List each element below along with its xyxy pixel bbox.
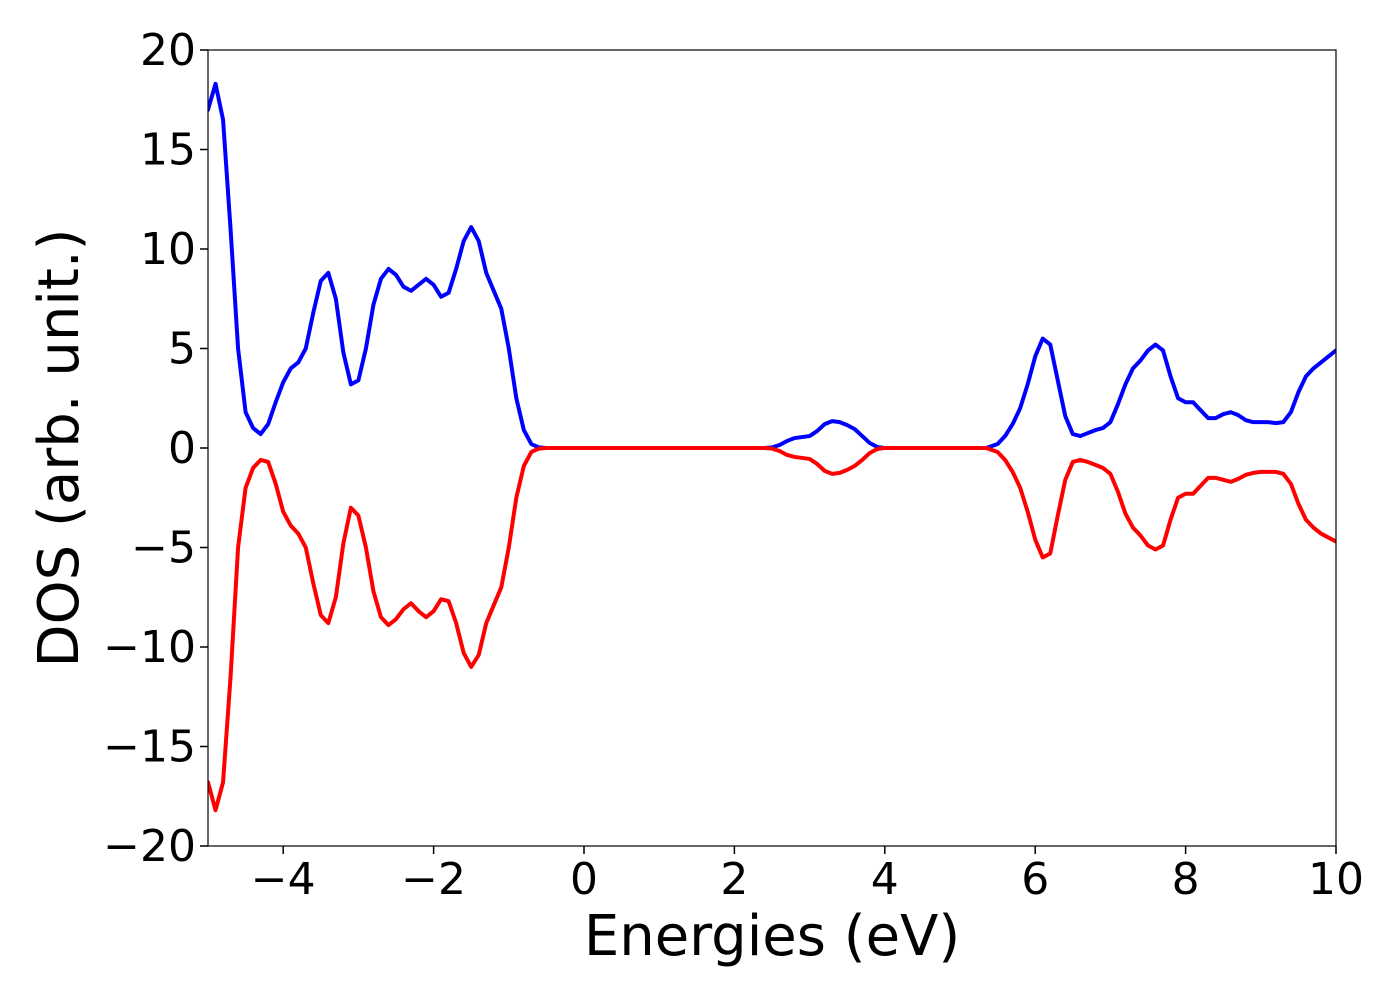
x-tick-label: 10: [1308, 854, 1364, 905]
y-tick-label: −20: [103, 821, 196, 872]
y-tick-label: −5: [131, 523, 196, 574]
y-tick-label: 20: [140, 25, 196, 76]
x-tick-label: 4: [871, 854, 899, 905]
x-tick-label: 2: [720, 854, 748, 905]
y-tick-label: 5: [168, 324, 196, 375]
y-tick-label: 15: [140, 125, 196, 176]
y-tick-label: −10: [103, 622, 196, 673]
series-line-1: [208, 446, 1336, 813]
y-tick-label: 10: [140, 224, 196, 275]
series-line-0: [208, 81, 1336, 450]
x-tick-label: 0: [570, 854, 598, 905]
x-tick-label: 8: [1172, 854, 1200, 905]
x-axis-ticks: −4 −2 0 2 4 6 8 10: [251, 846, 1364, 905]
x-tick-label: −4: [251, 854, 316, 905]
x-tick-label: −2: [401, 854, 466, 905]
x-axis-label: Energies (eV): [584, 904, 960, 969]
y-tick-label: −15: [103, 722, 196, 773]
y-axis-label: DOS (arb. unit.): [27, 228, 92, 667]
x-tick-label: 6: [1021, 854, 1049, 905]
series-layer: [208, 81, 1336, 813]
y-axis-ticks: 20 15 10 5 0 −5 −10 −15 −20: [103, 25, 208, 872]
y-tick-label: 0: [168, 423, 196, 474]
